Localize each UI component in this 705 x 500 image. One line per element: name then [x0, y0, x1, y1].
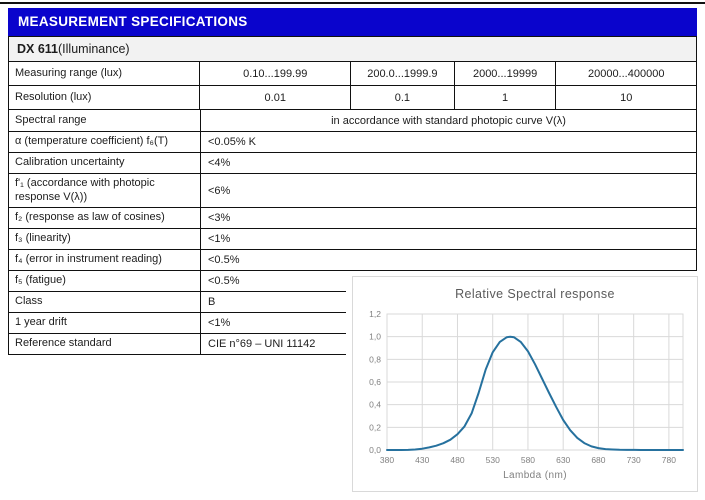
- row-value: <0.5%: [208, 275, 240, 287]
- row-label: f₃ (linearity): [9, 229, 201, 249]
- row-label: Resolution (lux): [9, 86, 201, 109]
- row-value: <0.05% K: [208, 136, 257, 148]
- svg-text:0,0: 0,0: [369, 445, 381, 455]
- svg-text:0,6: 0,6: [369, 377, 381, 387]
- row-label: Calibration uncertainty: [9, 153, 201, 173]
- row-value: 0.1: [351, 86, 455, 109]
- svg-text:1,0: 1,0: [369, 332, 381, 342]
- row-label: Reference standard: [9, 334, 201, 354]
- chart-x-axis-label: Lambda (nm): [503, 470, 567, 481]
- table-row-f2-cosine-response: f₂ (response as law of cosines) <3%: [8, 207, 697, 229]
- svg-text:680: 680: [591, 455, 605, 465]
- spec-table: DX 611 (Illuminance) Measuring range (lu…: [8, 36, 697, 355]
- svg-text:630: 630: [556, 455, 570, 465]
- table-row-spectral-range: Spectral range in accordance with standa…: [8, 109, 697, 132]
- row-value: <0.5%: [208, 254, 240, 266]
- row-label: Measuring range (lux): [9, 62, 201, 85]
- row-value: <6%: [208, 184, 231, 197]
- svg-text:0,2: 0,2: [369, 422, 381, 432]
- table-row-f5-fatigue: f₅ (fatigue) <0.5%: [8, 270, 346, 292]
- row-value: 10: [620, 91, 633, 104]
- product-row: DX 611 (Illuminance): [8, 36, 697, 62]
- page-title: MEASUREMENT SPECIFICATIONS: [8, 8, 697, 36]
- table-row-resolution: Resolution (lux) 0.01 0.1 1 10: [8, 85, 697, 110]
- svg-text:780: 780: [662, 455, 676, 465]
- svg-text:0,8: 0,8: [369, 354, 381, 364]
- table-row-f4-reading-error: f₄ (error in instrument reading) <0.5%: [8, 249, 697, 271]
- row-value: 1: [455, 86, 557, 109]
- table-row-class: Class B: [8, 291, 346, 313]
- svg-text:380: 380: [380, 455, 394, 465]
- row-value: <1%: [208, 233, 231, 245]
- row-value: 0.01: [200, 86, 352, 109]
- spectral-response-chart: 0,0 0,2 0,4 0,6 0,8 1,0 1,2 380 430 480 530 580 630 6…: [352, 276, 698, 492]
- svg-text:430: 430: [415, 455, 429, 465]
- table-row-calibration-uncertainty: Calibration uncertainty <4%: [8, 152, 697, 174]
- table-row-f1-photopic-response: f'₁ (accordance with photopic response V…: [8, 173, 697, 208]
- row-label: Spectral range: [9, 110, 201, 131]
- row-label: f₄ (error in instrument reading): [9, 250, 201, 270]
- svg-text:480: 480: [450, 455, 464, 465]
- table-row-reference-standard: Reference standard CIE n°69 – UNI 11142: [8, 333, 346, 355]
- row-value: 200.0...1999.9: [351, 62, 455, 85]
- svg-text:530: 530: [486, 455, 500, 465]
- row-label: f₂ (response as law of cosines): [9, 208, 201, 228]
- row-label: 1 year drift: [9, 313, 201, 333]
- product-type: (Illuminance): [58, 42, 130, 56]
- row-label: Class: [9, 292, 201, 312]
- row-label: α (temperature coefficient) f₆(T): [9, 132, 201, 152]
- row-value: 20000...400000: [587, 67, 665, 80]
- row-value: 2000...19999: [455, 62, 557, 85]
- svg-text:730: 730: [627, 455, 641, 465]
- row-label: f'₁ (accordance with photopic response V…: [9, 174, 201, 207]
- row-value: in accordance with standard photopic cur…: [331, 114, 566, 127]
- row-value: <1%: [208, 317, 231, 329]
- row-value: B: [208, 296, 216, 308]
- svg-text:580: 580: [521, 455, 535, 465]
- chart-title: Relative Spectral response: [455, 287, 615, 301]
- product-model: DX 611: [17, 42, 59, 56]
- row-value: <3%: [208, 212, 231, 224]
- row-label: f₅ (fatigue): [9, 271, 201, 291]
- table-row-temperature-coefficient: α (temperature coefficient) f₆(T) <0.05%…: [8, 131, 697, 153]
- table-row-measuring-range: Measuring range (lux) 0.10...199.99 200.…: [8, 61, 697, 86]
- svg-text:0,4: 0,4: [369, 400, 381, 410]
- row-value: 0.10...199.99: [200, 62, 352, 85]
- row-value: <4%: [208, 157, 231, 169]
- top-divider: [0, 2, 705, 4]
- table-row-year-drift: 1 year drift <1%: [8, 312, 346, 334]
- svg-text:1,2: 1,2: [369, 309, 381, 319]
- table-row-f3-linearity: f₃ (linearity) <1%: [8, 228, 697, 250]
- spectral-chart-svg: 0,0 0,2 0,4 0,6 0,8 1,0 1,2 380 430 480 530 580 630 6…: [369, 309, 684, 465]
- row-value: CIE n°69 – UNI 11142: [208, 338, 316, 350]
